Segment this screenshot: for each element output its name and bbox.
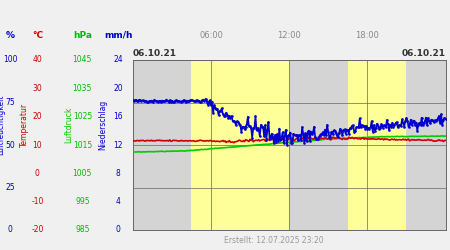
Text: 24: 24 [113,56,123,64]
Bar [191,60,289,230]
Text: Temperatur: Temperatur [20,103,29,147]
Text: 16: 16 [113,112,123,121]
Text: %: % [6,31,15,40]
Text: 0: 0 [35,169,40,178]
Text: hPa: hPa [73,31,92,40]
Text: -20: -20 [31,226,44,234]
Text: 995: 995 [75,197,90,206]
Text: 4: 4 [116,197,121,206]
Text: 75: 75 [5,98,15,107]
Text: 50: 50 [5,140,15,149]
Text: Erstellt: 12.07.2025 23:20: Erstellt: 12.07.2025 23:20 [224,236,323,245]
Text: 985: 985 [75,226,90,234]
Text: 20: 20 [32,112,42,121]
Text: 30: 30 [32,84,42,93]
Text: 06.10.21: 06.10.21 [401,48,446,58]
Text: °C: °C [32,31,43,40]
Text: 1045: 1045 [72,56,92,64]
Text: 25: 25 [5,183,15,192]
Text: Luftfeuchtigkeit: Luftfeuchtigkeit [0,95,5,155]
Bar [348,60,406,230]
Text: 06:00: 06:00 [199,31,223,40]
Text: 1005: 1005 [72,169,92,178]
Text: Luftdruck: Luftdruck [64,107,73,143]
Text: 10: 10 [32,140,42,149]
Bar [406,60,446,230]
Text: Niederschlag: Niederschlag [98,100,107,150]
Text: 12: 12 [113,140,123,149]
Text: -10: -10 [31,197,44,206]
Text: 06.10.21: 06.10.21 [133,48,177,58]
Bar [289,60,348,230]
Text: 0: 0 [116,226,121,234]
Bar [133,60,191,230]
Text: 12:00: 12:00 [277,31,301,40]
Text: 8: 8 [116,169,121,178]
Text: 1025: 1025 [73,112,92,121]
Text: 1035: 1035 [72,84,92,93]
Text: 100: 100 [3,56,18,64]
Text: 40: 40 [32,56,42,64]
Text: mm/h: mm/h [104,31,133,40]
Text: 0: 0 [8,226,13,234]
Text: 18:00: 18:00 [356,31,379,40]
Text: 1015: 1015 [73,140,92,149]
Text: 20: 20 [113,84,123,93]
